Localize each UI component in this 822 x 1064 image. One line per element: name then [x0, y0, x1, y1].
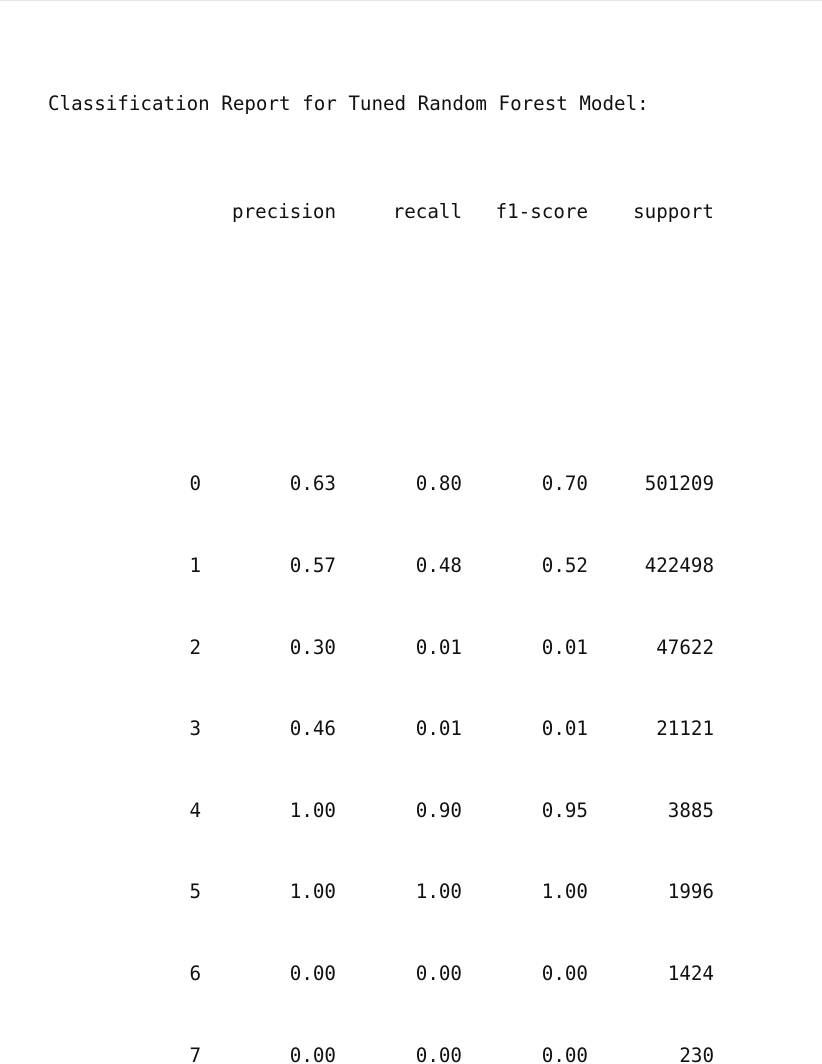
row-precision: 1.00: [289, 880, 336, 904]
row-recall: 0.80: [415, 472, 462, 496]
row-support: 3885: [667, 798, 714, 822]
table-row: 4 1.00 0.90 0.95 3885: [48, 797, 714, 824]
row-recall: 0.00: [415, 1043, 462, 1064]
row-label: 7: [189, 1043, 201, 1064]
row-label: 5: [189, 880, 201, 904]
row-precision: 0.00: [289, 1043, 336, 1064]
row-precision: 0.57: [289, 554, 336, 577]
row-f1-score: 0.00: [541, 1043, 588, 1064]
cell-output: Classification Report for Tuned Random F…: [48, 8, 714, 1064]
header-support: support: [633, 200, 714, 224]
row-support: 1424: [667, 961, 714, 985]
row-support: 1996: [667, 880, 714, 904]
table-row: 1 0.57 0.48 0.52 422498: [48, 552, 714, 579]
row-label: 3: [189, 717, 201, 741]
row-label: 6: [189, 961, 201, 985]
header-precision: precision: [232, 200, 336, 224]
row-support: 230: [679, 1043, 714, 1064]
row-recall: 0.01: [415, 717, 462, 741]
row-label: 0: [189, 472, 201, 496]
table-row: 2 0.30 0.01 0.01 47622: [48, 634, 714, 661]
row-label: 4: [189, 798, 201, 822]
report-title: Classification Report for Tuned Random F…: [48, 91, 649, 115]
top-divider: [0, 0, 822, 1]
table-row: 0 0.63 0.80 0.70 501209: [48, 470, 714, 497]
row-support: 422498: [644, 554, 714, 577]
table-row: 6 0.00 0.00 0.00 1424: [48, 960, 714, 987]
row-f1-score: 0.95: [541, 798, 588, 822]
row-precision: 1.00: [289, 798, 336, 822]
row-support: 47622: [656, 635, 714, 659]
row-recall: 1.00: [415, 880, 462, 904]
table-row: 7 0.00 0.00 0.00 230: [48, 1042, 714, 1064]
row-recall: 0.00: [415, 961, 462, 985]
header-recall: recall: [392, 200, 462, 224]
row-recall: 0.48: [415, 554, 462, 577]
table-row: 3 0.46 0.01 0.01 21121: [48, 715, 714, 742]
row-precision: 0.63: [289, 472, 336, 496]
row-precision: 0.00: [289, 961, 336, 985]
table-row: 5 1.00 1.00 1.00 1996: [48, 878, 714, 905]
row-f1-score: 0.00: [541, 961, 588, 985]
row-f1-score: 0.52: [541, 554, 588, 577]
row-support: 501209: [644, 472, 714, 496]
blank-line: [48, 307, 714, 334]
class-rows: 0 0.63 0.80 0.70 501209 1 0.57 0.48 0.52 422498 …: [48, 416, 714, 1064]
row-f1-score: 0.70: [541, 472, 588, 496]
row-label: 1: [189, 554, 201, 577]
row-precision: 0.46: [289, 717, 336, 741]
row-precision: 0.30: [289, 635, 336, 659]
row-support: 21121: [656, 717, 714, 741]
report-header-row: precision recall f1-score support: [48, 198, 714, 225]
row-f1-score: 1.00: [541, 880, 588, 904]
row-f1-score: 0.01: [541, 717, 588, 741]
header-f1-score: f1-score: [495, 200, 588, 224]
row-f1-score: 0.01: [541, 635, 588, 659]
row-recall: 0.90: [415, 798, 462, 822]
row-recall: 0.01: [415, 635, 462, 659]
row-label: 2: [189, 635, 201, 659]
